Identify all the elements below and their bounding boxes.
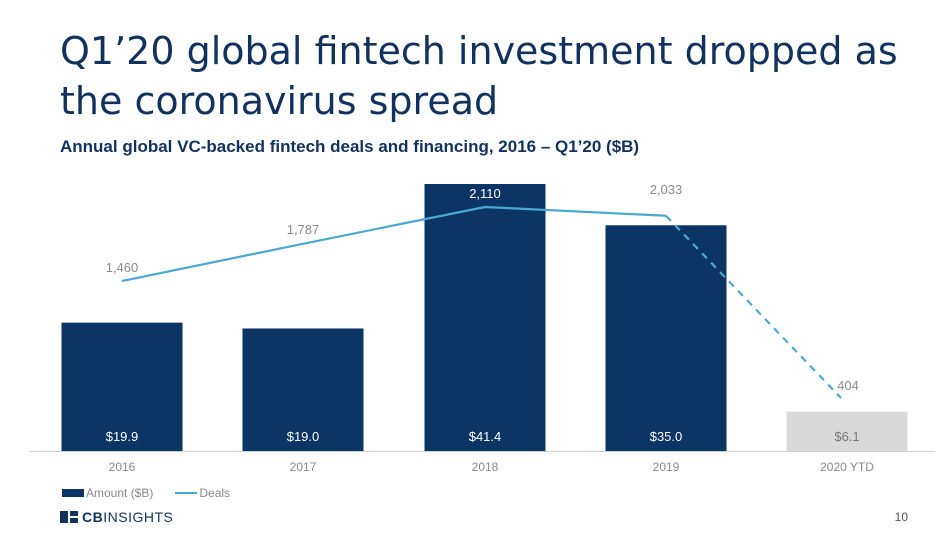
bar-2018 xyxy=(424,184,546,451)
x-tick-label: 2019 xyxy=(653,460,680,474)
bar-value-label: $35.0 xyxy=(650,429,683,444)
bar-value-label: $41.4 xyxy=(469,429,502,444)
bar-2020-ytd xyxy=(786,411,908,451)
deals-value-label: 2,033 xyxy=(650,182,683,197)
bar-value-label: $19.0 xyxy=(287,429,320,444)
deals-value-label: 404 xyxy=(837,378,859,393)
logo-text-insights: INSIGHTS xyxy=(103,509,174,525)
legend-swatch-deals xyxy=(175,492,198,494)
x-tick-label: 2016 xyxy=(109,460,136,474)
bar-value-label: $6.1 xyxy=(834,429,859,444)
page-title: Q1’20 global fintech investment dropped … xyxy=(60,29,898,123)
x-tick-label: 2017 xyxy=(290,460,317,474)
bar-value-label: $19.9 xyxy=(106,429,139,444)
chart-subtitle: Annual global VC-backed fintech deals an… xyxy=(60,137,640,156)
logo-text-cb: CB xyxy=(82,509,104,525)
cb-insights-logo-icon xyxy=(60,511,78,523)
cb-insights-logo: CB INSIGHTS xyxy=(60,509,173,525)
deals-value-label: 2,110 xyxy=(469,186,501,201)
bar-2016 xyxy=(61,322,183,451)
bar-2017 xyxy=(242,328,364,451)
deals-value-label: 1,787 xyxy=(287,222,320,237)
legend-swatch-amount xyxy=(62,489,84,497)
deals-line xyxy=(121,205,667,283)
page-number: 10 xyxy=(894,510,908,524)
deals-value-label: 1,460 xyxy=(106,260,139,275)
x-tick-label: 2020 YTD xyxy=(820,460,874,474)
legend-label-amount: Amount ($B) xyxy=(86,486,154,500)
x-tick-label: 2018 xyxy=(472,460,499,474)
legend: Amount ($B) Deals xyxy=(62,486,230,500)
bar-2019 xyxy=(605,225,727,451)
deals-line-projected xyxy=(665,215,842,399)
legend-label-deals: Deals xyxy=(199,486,231,500)
